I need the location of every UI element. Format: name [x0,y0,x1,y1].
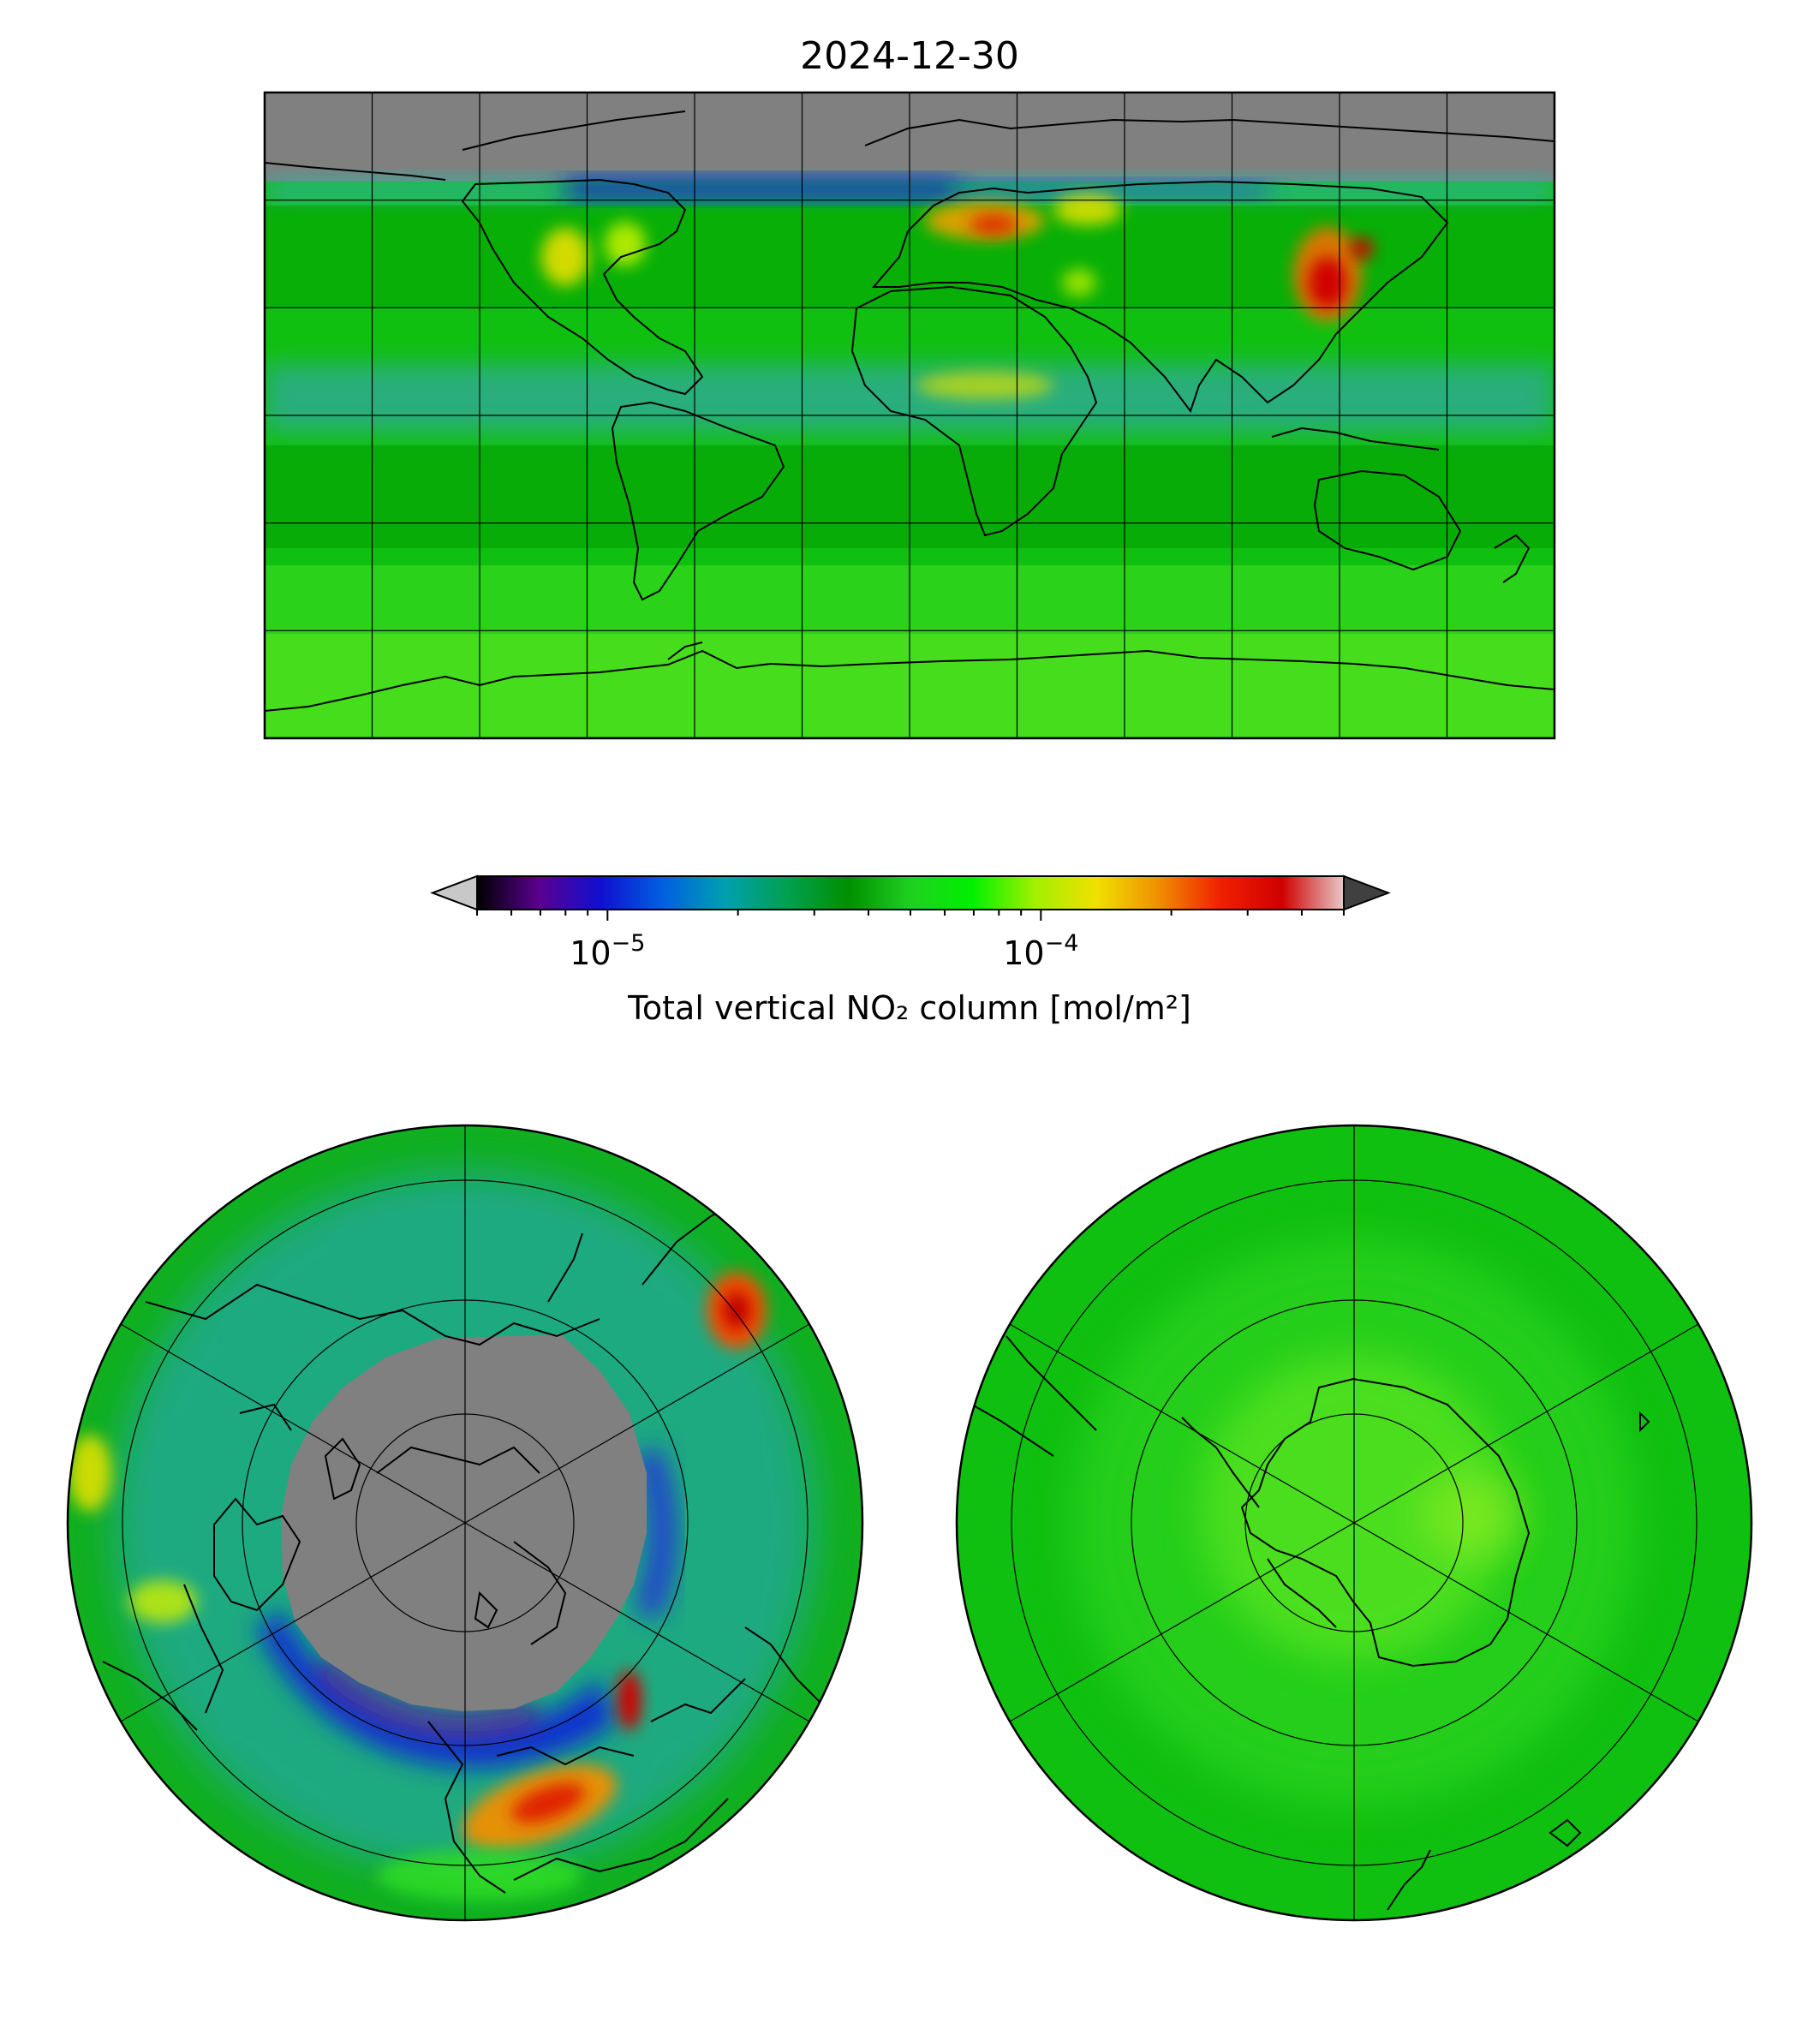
colorbar-tick-label-exponent: −5 [612,930,646,957]
global-gridlines [265,92,1554,738]
north-polar-nodata-region [281,1334,647,1711]
north-polar-frame [66,1124,864,1922]
south-polar-map [955,1124,1753,1922]
colorbar-under-triangle [430,874,478,911]
colorbar-tick-label: 10−5 [570,930,645,972]
global-map-frame [263,91,1556,740]
global-map [263,91,1556,740]
north-polar-gridlines [120,1125,810,1920]
colorbar: 10−5 10−4 Total vertical NO₂ column [mol/… [430,874,1391,1027]
colorbar-bar [477,876,1344,910]
colorbar-over-triangle [1343,874,1391,911]
colorbar-ticks: 10−5 10−4 [476,910,1345,972]
figure-title: 2024-12-30 [800,34,1019,78]
colorbar-tick-label-base: 10 [1003,934,1044,972]
north-polar-map [66,1124,864,1922]
south-polar-gridlines [1009,1125,1699,1920]
colorbar-label: Total vertical NO₂ column [mol/m²] [627,989,1191,1027]
colorbar-tick-label-base: 10 [570,934,611,972]
colorbar-tick-label: 10−4 [1003,930,1078,972]
south-polar-frame [955,1124,1753,1922]
colorbar-tick-label-exponent: −4 [1045,930,1079,957]
